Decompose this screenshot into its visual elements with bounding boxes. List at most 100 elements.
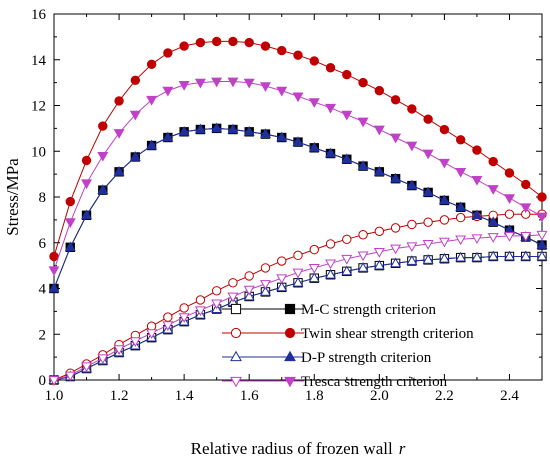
legend-label: Twin shear strength criterion — [301, 326, 474, 342]
data-point-open — [357, 262, 369, 272]
data-point-filled — [97, 184, 109, 194]
data-point-open — [81, 362, 93, 373]
data-point-open — [163, 312, 173, 322]
data-point-filled — [373, 165, 385, 176]
data-point-open — [471, 251, 483, 262]
data-point-filled — [65, 196, 75, 207]
data-point-filled — [194, 78, 206, 89]
data-point-open — [341, 265, 353, 276]
data-point-open — [293, 250, 303, 261]
data-point-filled — [325, 147, 337, 158]
legend-marker-filled — [284, 376, 296, 388]
data-point-open — [194, 306, 206, 317]
data-point-open — [503, 232, 515, 242]
data-point-filled — [325, 63, 336, 73]
legend-entry-tresca-strength-criterion: Tresca strength criterion — [222, 374, 448, 390]
data-point-filled — [97, 151, 109, 162]
x-axis-title-variable: r — [399, 439, 406, 458]
data-point-filled — [292, 136, 304, 146]
data-point-open — [260, 263, 271, 273]
data-point-filled — [113, 129, 125, 139]
data-point-filled — [406, 141, 418, 152]
data-point-filled — [228, 36, 238, 47]
y-tick-label: 8 — [39, 190, 47, 206]
data-point-filled — [64, 241, 76, 252]
data-point-open — [146, 321, 157, 331]
data-point-open — [373, 248, 385, 258]
series-layer — [48, 36, 548, 386]
legend-label: M-C strength criterion — [301, 302, 436, 318]
legend-marker-filled — [284, 350, 296, 362]
data-point-filled — [390, 95, 401, 105]
data-point-open — [97, 354, 109, 365]
x-axis-title-text: Relative radius of frozen wall — [191, 439, 393, 458]
x-tick-label: 1.2 — [110, 388, 129, 404]
data-point-filled — [503, 194, 515, 204]
data-point-open — [373, 259, 385, 270]
data-point-open — [259, 286, 271, 296]
data-point-filled — [260, 41, 271, 51]
series-line-filled — [53, 81, 543, 271]
data-point-filled — [488, 156, 498, 167]
data-point-open — [308, 272, 320, 283]
data-point-filled — [276, 131, 288, 142]
data-point-filled — [48, 266, 60, 277]
x-axis-ticks: 1.0 1.2 1.4 1.6 1.8 2.0 2.2 2.4 — [45, 14, 519, 404]
data-point-open — [211, 299, 223, 310]
x-axis-title: Relative radius of frozen wall r — [191, 439, 406, 458]
data-point-filled — [309, 56, 319, 66]
data-point-open — [259, 280, 271, 290]
data-point-open — [276, 281, 288, 292]
data-point-open — [422, 240, 434, 250]
data-point-filled — [129, 110, 141, 121]
data-point-filled — [114, 96, 124, 106]
data-point-open — [178, 313, 190, 323]
data-point-filled — [113, 165, 125, 176]
data-point-open — [520, 232, 532, 242]
data-point-open — [64, 371, 76, 382]
data-point-open — [406, 242, 418, 253]
y-axis-ticks: 0 2 4 6 8 10 12 14 16 — [31, 7, 542, 389]
data-point-open — [276, 274, 288, 285]
data-point-filled — [243, 125, 255, 136]
data-point-filled — [179, 41, 189, 51]
data-point-open — [438, 237, 450, 248]
data-point-open — [406, 255, 418, 265]
data-point-filled — [64, 218, 76, 229]
data-point-open — [292, 276, 304, 287]
x-tick-label: 1.6 — [240, 388, 259, 404]
data-point-open — [390, 223, 401, 233]
data-point-open — [228, 278, 238, 288]
legend-entry-m-c-strength-criterion: M-C strength criterion — [222, 302, 436, 318]
data-point-open — [308, 264, 320, 274]
legend-label: D-P strength criterion — [301, 350, 432, 366]
data-point-filled — [487, 216, 499, 227]
data-point-open — [390, 244, 402, 255]
data-point-open — [211, 286, 222, 296]
data-point-filled — [407, 104, 417, 114]
data-point-filled — [178, 81, 190, 91]
x-tick-label: 1.0 — [45, 388, 64, 404]
data-point-filled — [487, 185, 499, 195]
data-point-filled — [129, 151, 141, 161]
y-tick-label: 10 — [31, 144, 46, 160]
data-point-open — [422, 254, 434, 264]
y-tick-label: 14 — [31, 53, 47, 69]
data-point-filled — [341, 153, 353, 164]
data-point-open — [179, 303, 189, 313]
series-line-filled — [53, 127, 543, 289]
data-point-open — [358, 230, 368, 240]
data-point-open — [146, 329, 158, 339]
y-tick-label: 0 — [39, 373, 47, 389]
data-point-filled — [146, 59, 157, 70]
y-tick-label: 2 — [39, 327, 47, 343]
data-point-filled — [438, 194, 450, 205]
data-point-filled — [98, 121, 108, 131]
data-point-filled — [423, 114, 433, 124]
data-point-open — [292, 268, 304, 279]
y-tick-label: 4 — [39, 282, 47, 298]
data-point-filled — [48, 282, 60, 293]
data-point-filled — [308, 98, 320, 108]
data-point-open — [439, 215, 450, 225]
